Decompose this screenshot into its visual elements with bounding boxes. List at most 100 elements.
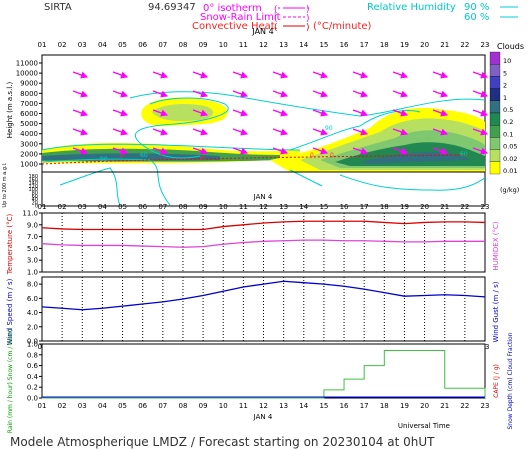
- wind-arrow: [232, 71, 249, 79]
- rh-contour-label: 90: [325, 125, 333, 132]
- snow-depth-ylabel: Snow Depth (cm) Cloud Fraction: [507, 332, 514, 429]
- isotherm-label: 0: [330, 152, 334, 159]
- x-tick-label: 12: [259, 203, 268, 211]
- wind-arrow: [112, 71, 129, 79]
- colorbar-swatch: [489, 125, 501, 138]
- y-tick-label-low: 0: [35, 204, 38, 210]
- y-tick-label: 2000: [20, 150, 38, 158]
- y-tick-label: 6.0: [27, 295, 38, 303]
- y-tick-label: 0.0: [27, 395, 38, 403]
- cloud-blob: [152, 104, 214, 122]
- x-tick-label: 01: [38, 402, 47, 410]
- colorbar-label: 1: [503, 94, 507, 102]
- x-tick-label: 11: [239, 41, 248, 49]
- colorbar-swatch: [489, 149, 501, 162]
- x-tick-label: 16: [340, 203, 349, 211]
- wind-arrow: [192, 128, 209, 136]
- x-tick-label: 16: [340, 402, 349, 410]
- wind-arrow: [392, 90, 409, 98]
- rh-contour: [129, 91, 486, 117]
- y-tick-label-low: 180: [28, 174, 38, 180]
- rh-contour-label: 90: [100, 156, 108, 163]
- wind-arrow: [432, 90, 449, 98]
- wind-panel-frame: [41, 276, 486, 342]
- x-tick-label: 12: [259, 402, 268, 410]
- wind-arrow: [272, 128, 289, 136]
- x-tick-label: 03: [78, 41, 87, 49]
- isotherm-label: 0: [200, 155, 204, 162]
- y-tick-label-low: 120: [28, 184, 38, 190]
- x-tick-label: 06: [138, 41, 147, 49]
- y-tick-label: 1.0: [27, 269, 38, 277]
- temperature-ylabel: Temperature (°C): [6, 214, 14, 276]
- x-tick-label: 13: [279, 402, 288, 410]
- date-label: JAN 4: [251, 27, 273, 36]
- x-tick-label: 06: [138, 203, 147, 211]
- y-tick-label-low: 20: [32, 200, 38, 206]
- wind-arrow: [232, 128, 249, 136]
- colorbar-label: 5: [503, 69, 507, 77]
- x-tick-label: 10: [219, 402, 228, 410]
- x-tick-label: 18: [380, 203, 389, 211]
- temperature-series-line: [41, 239, 485, 248]
- wind-arrow: [392, 71, 409, 79]
- colorbar-swatch: [489, 76, 501, 89]
- colorbar-label: 0.2: [503, 118, 513, 126]
- svg-text:(: (: [274, 14, 278, 24]
- station-coord: 94.69347: [148, 2, 196, 13]
- x-tick-label: 09: [199, 402, 208, 410]
- date-label: JAN 4: [253, 193, 273, 201]
- rh-contour: [41, 143, 301, 151]
- wind-arrow: [192, 90, 209, 98]
- x-tick-label: 20: [420, 203, 429, 211]
- y-tick-label: 10000: [16, 70, 38, 78]
- y-tick-label: 0.2: [27, 384, 38, 392]
- x-tick-label: 10: [219, 41, 228, 49]
- colorbar-label: 0.05: [503, 143, 517, 151]
- x-tick-label: 07: [158, 402, 167, 410]
- isotherm-label: 0: [120, 153, 124, 160]
- svg-text:(: (: [274, 5, 278, 15]
- y-tick-label: 1.0: [27, 341, 38, 349]
- wind-arrow: [72, 128, 89, 136]
- colorbar-swatch: [489, 88, 501, 101]
- wind-arrow: [472, 147, 489, 155]
- x-tick-label: 17: [360, 41, 369, 49]
- y-tick-label: 9.0: [27, 221, 38, 229]
- cloud-fraction-steps: [42, 349, 486, 399]
- x-tick-label: 14: [299, 402, 308, 410]
- x-tick-label: 05: [118, 41, 127, 49]
- wind-arrow: [432, 128, 449, 136]
- rh-contour-label: 60: [460, 151, 468, 158]
- footer-text: Modele Atmospherique LMDZ / Forecast sta…: [10, 435, 435, 449]
- x-tick-label: 01: [38, 41, 47, 49]
- y-tick-label: 3.0: [27, 257, 38, 265]
- wind-arrow: [232, 109, 249, 117]
- x-tick-label: 15: [319, 203, 328, 211]
- colorbar-label: 0.01: [503, 167, 517, 175]
- x-tick-label: 18: [380, 402, 389, 410]
- legend-convective: Convective Heat.: [192, 21, 278, 32]
- x-tick-label: 14: [299, 41, 308, 49]
- wind-arrow: [392, 147, 409, 155]
- x-tick-label: 15: [319, 41, 328, 49]
- x-tick-label: 19: [400, 41, 409, 49]
- y-tick-label: 7000: [20, 100, 38, 108]
- y-tick-label: 0.0: [27, 338, 38, 346]
- x-tick-label: 02: [58, 41, 67, 49]
- rh-contour-label: 60: [140, 152, 148, 159]
- wind-arrow: [432, 71, 449, 79]
- station-name: SIRTA: [44, 2, 72, 13]
- x-tick-label: 17: [360, 203, 369, 211]
- y-tick-label: 8000: [20, 90, 38, 98]
- x-tick-label: 03: [78, 203, 87, 211]
- wind-arrow: [72, 147, 89, 155]
- svg-text:): ): [306, 14, 310, 24]
- x-tick-label: 16: [340, 41, 349, 49]
- y-tick-label: 0.6: [27, 362, 39, 370]
- y-tick-label-low: 80: [32, 191, 38, 197]
- wind-arrow: [272, 90, 289, 98]
- wind-arrow: [352, 71, 369, 79]
- x-tick-label: 22: [460, 41, 469, 49]
